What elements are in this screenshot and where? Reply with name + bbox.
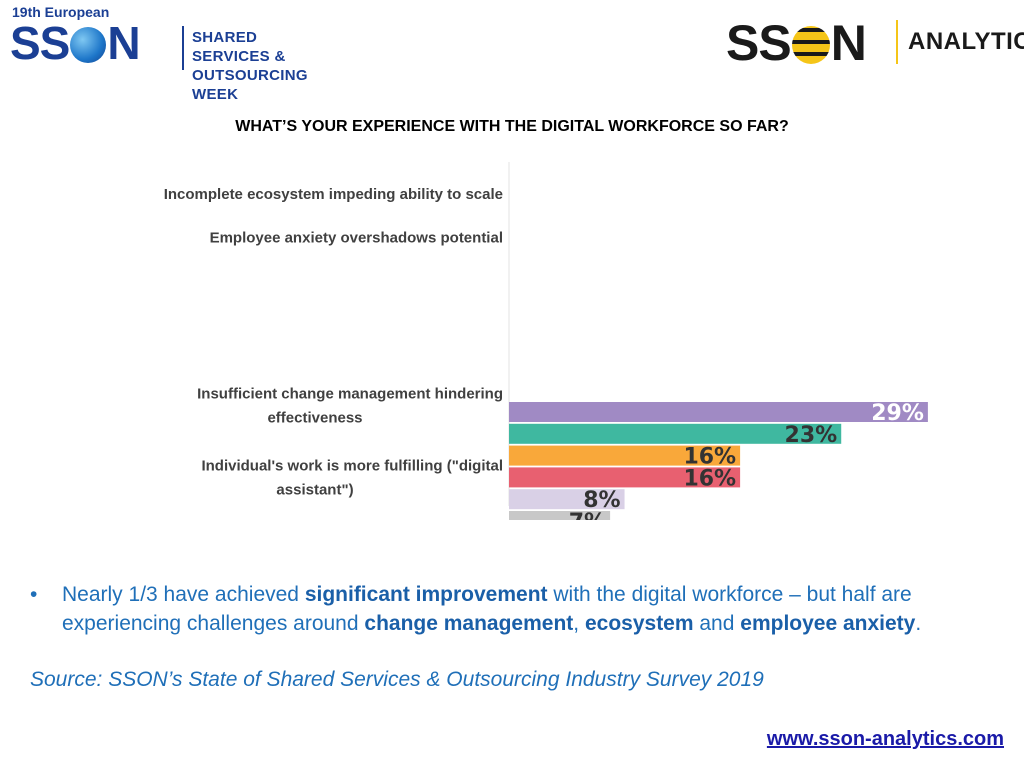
bar-value-label: 16% <box>683 445 736 470</box>
bullet-dot: • <box>30 583 38 606</box>
bar-chart: Incomplete ecosystem impeding ability to… <box>164 162 928 520</box>
bar-value-label: 23% <box>785 423 838 448</box>
source-note: Source: SSON’s State of Shared Services … <box>30 668 764 691</box>
event-name: SHARED SERVICES & OUTSOURCING WEEK <box>192 29 308 103</box>
bars <box>509 402 928 520</box>
bar <box>509 423 842 444</box>
chart-title: WHAT’S YOUR EXPERIENCE WITH THE DIGITAL … <box>235 118 789 135</box>
value-labels: 29% 23% 16%16% 8%7% <box>569 401 924 520</box>
bar <box>509 467 741 488</box>
bar <box>509 511 611 520</box>
category-labels: Incomplete ecosystem impeding ability to… <box>164 186 503 498</box>
sson-wordmark: SS N <box>10 17 141 69</box>
logo-divider <box>182 26 184 70</box>
globe-icon <box>70 27 107 63</box>
sson-event-logo: 19th European SS N SHARED SERVICES & OUTS… <box>8 4 328 103</box>
event-edition: 19th European <box>12 4 110 20</box>
logo-divider <box>896 20 898 64</box>
bar-value-label: 8% <box>583 488 620 513</box>
key-finding-bullet: • Nearly 1/3 have achieved significant i… <box>30 580 990 638</box>
sson-analytics-logo: SSN ANALYTICS <box>726 14 1024 71</box>
category-label: Incomplete ecosystem impeding ability to… <box>164 186 503 203</box>
bar-value-label: 29% <box>871 401 924 426</box>
bar <box>509 445 741 466</box>
website-link[interactable]: www.sson-analytics.com <box>766 728 1004 750</box>
category-label: Insufficient change management hindering… <box>197 385 503 426</box>
bar <box>509 489 625 510</box>
category-label: Individual's work is more fulfilling ("d… <box>201 457 503 498</box>
sson-wordmark-dark: SS N <box>726 15 867 71</box>
bee-stripe-icon <box>791 26 830 64</box>
key-finding-text: Nearly 1/3 have achieved significant imp… <box>62 583 922 635</box>
bar-value-label: 7% <box>569 510 606 520</box>
bar <box>509 402 928 422</box>
category-label: Employee anxiety overshadows potential <box>210 230 503 247</box>
analytics-label: ANALYTICS <box>908 28 1024 55</box>
bar-value-label: 16% <box>683 466 736 491</box>
